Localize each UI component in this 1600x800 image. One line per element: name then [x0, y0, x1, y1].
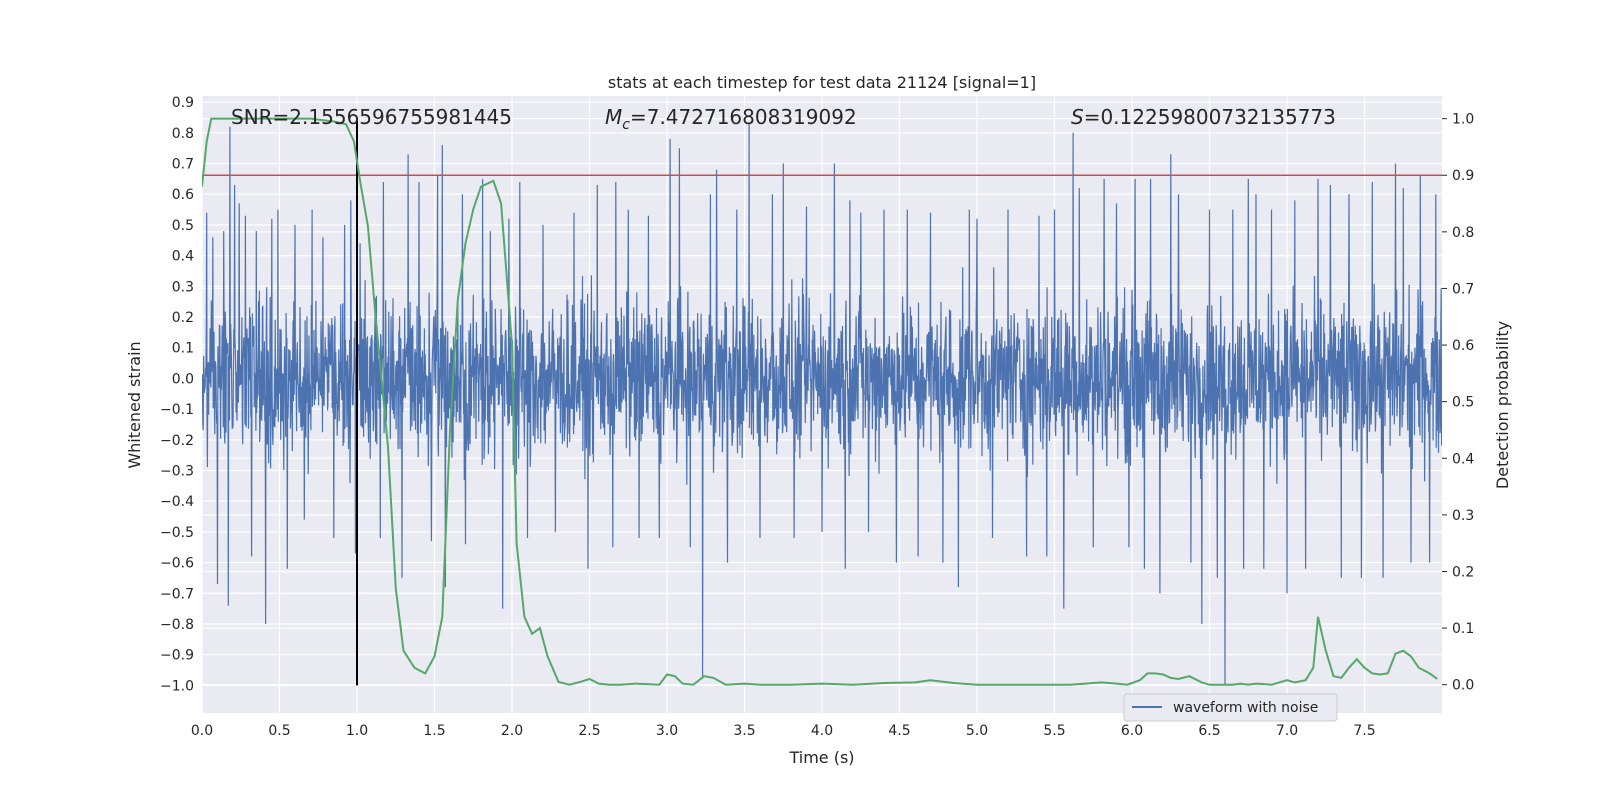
y-tick-label: −0.5 [160, 525, 194, 541]
y2-tick-label: 1.0 [1452, 112, 1474, 128]
y-tick-label: 0.8 [172, 126, 194, 142]
x-tick-label: 4.5 [888, 723, 910, 739]
legend: waveform with noise [1123, 693, 1338, 722]
y2-tick-label: 0.6 [1452, 338, 1474, 354]
y-tick-label: 0.0 [172, 371, 194, 387]
legend-label-waveform: waveform with noise [1173, 700, 1318, 716]
y-tick-label: −0.7 [160, 586, 194, 602]
probability-series [202, 117, 1438, 686]
y-axis-label: Whitened strain [125, 341, 144, 468]
legend-box [1123, 693, 1338, 722]
waveform-series [202, 123, 1442, 686]
x-tick-label: 2.0 [501, 723, 523, 739]
y2-tick-label: 0.0 [1452, 678, 1474, 694]
y-tick-label: −0.4 [160, 494, 194, 510]
y-tick-label: 0.9 [172, 95, 194, 111]
y-tick-label: −0.9 [160, 648, 194, 664]
y-tick-label: 0.7 [172, 157, 194, 173]
x-tick-label: 6.0 [1121, 723, 1143, 739]
y-tick-labels: 0.9 0.8 0.7 0.6 0.5 0.4 0.3 0.2 0.1 0.0 −0.1 −0.2 −0… [160, 95, 194, 694]
y2-tick-label: 0.2 [1452, 564, 1474, 580]
snr-annotation: SNR=2.1556596755981445 [231, 105, 512, 129]
y-tick-label: 0.3 [172, 279, 194, 295]
chart-title: stats at each timestep for test data 211… [608, 73, 1036, 92]
x-tick-label: 7.0 [1276, 723, 1298, 739]
y-tick-label: −1.0 [160, 678, 194, 694]
y2-tick-label: 0.1 [1452, 621, 1474, 637]
x-tick-label: 1.0 [346, 723, 368, 739]
x-axis-label: Time (s) [788, 748, 854, 767]
y2-tick-labels: 1.0 0.9 0.8 0.7 0.6 0.5 0.4 0.3 0.2 0.1 0.0 [1442, 112, 1474, 694]
y-tick-label: 0.1 [172, 341, 194, 357]
y2-tick-label: 0.4 [1452, 451, 1474, 467]
y-tick-label: 0.6 [172, 187, 194, 203]
chirp-mass-annotation: Mc=7.472716808319092 [605, 105, 857, 133]
y2-tick-label: 0.5 [1452, 395, 1474, 411]
y-tick-label: −0.2 [160, 433, 194, 449]
y-tick-label: 0.4 [172, 249, 194, 265]
x-tick-label: 6.5 [1198, 723, 1220, 739]
y-tick-label: 0.5 [172, 218, 194, 234]
x-tick-label: 2.5 [578, 723, 600, 739]
x-tick-label: 1.5 [423, 723, 445, 739]
y2-tick-label: 0.3 [1452, 508, 1474, 524]
y-tick-label: −0.1 [160, 402, 194, 418]
y2-tick-label: 0.7 [1452, 281, 1474, 297]
y2-tick-label: 0.8 [1452, 225, 1474, 241]
x-tick-label: 3.5 [733, 723, 755, 739]
x-tick-label: 0.0 [191, 723, 213, 739]
s-annotation: S=0.12259800732135773 [1071, 105, 1336, 129]
x-tick-label: 5.0 [966, 723, 988, 739]
x-tick-label: 5.5 [1043, 723, 1065, 739]
x-tick-label: 7.5 [1353, 723, 1375, 739]
y-tick-label: 0.2 [172, 310, 194, 326]
x-tick-label: 0.5 [268, 723, 290, 739]
x-tick-labels: 0.0 0.5 1.0 1.5 2.0 2.5 3.0 3.5 4.0 4.5 5.0 5.5 6.0 6… [191, 723, 1376, 739]
y-tick-label: −0.6 [160, 556, 194, 572]
x-tick-label: 4.0 [811, 723, 833, 739]
y2-tick-label: 0.9 [1452, 168, 1474, 184]
x-tick-label: 3.0 [656, 723, 678, 739]
y-tick-label: −0.8 [160, 617, 194, 633]
y2-axis-label: Detection probability [1493, 321, 1512, 489]
y-tick-label: −0.3 [160, 463, 194, 479]
